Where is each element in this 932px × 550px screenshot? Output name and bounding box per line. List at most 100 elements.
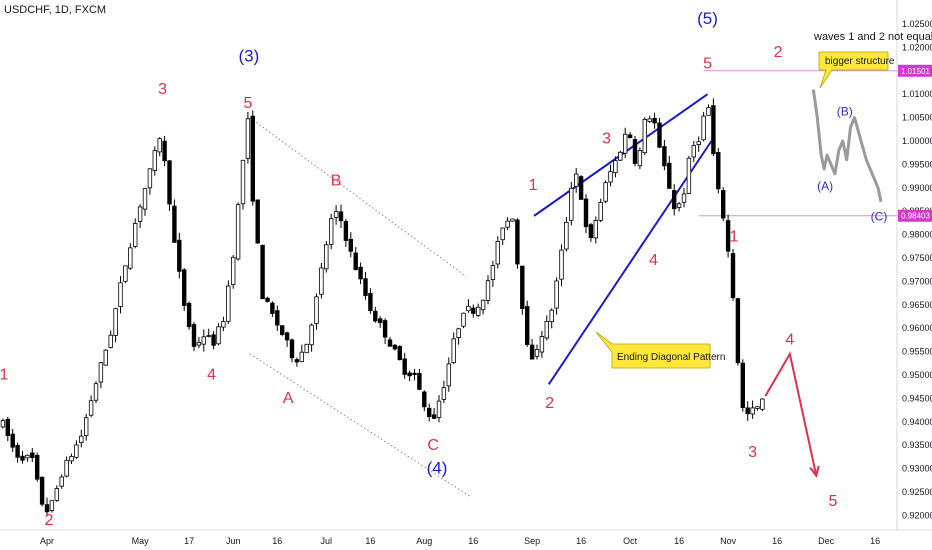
x-tick-label: Dec bbox=[818, 536, 835, 546]
wave-label: C bbox=[427, 437, 439, 454]
candle-body bbox=[382, 320, 388, 338]
candle-body bbox=[539, 336, 545, 353]
candle-body bbox=[216, 326, 221, 345]
y-tick-label: 0.93000 bbox=[902, 464, 932, 474]
candle-body bbox=[436, 400, 442, 418]
candle-body bbox=[319, 267, 324, 295]
candle-body bbox=[725, 220, 731, 252]
y-tick-label: 0.99500 bbox=[902, 159, 932, 169]
candle-body bbox=[64, 459, 69, 477]
wave-label: 5 bbox=[243, 95, 252, 112]
candle-body bbox=[407, 372, 412, 377]
wave-label: 3 bbox=[602, 130, 611, 147]
x-tick-label: May bbox=[132, 536, 150, 546]
candle-body bbox=[15, 445, 20, 458]
candle-body bbox=[128, 247, 133, 269]
candle-body bbox=[598, 201, 603, 221]
candle-body bbox=[260, 244, 265, 300]
candle-body bbox=[221, 321, 226, 328]
candle-body bbox=[480, 299, 486, 311]
x-tick-label: Apr bbox=[40, 536, 54, 546]
candle-body bbox=[333, 211, 339, 218]
y-tick-label: 0.93500 bbox=[902, 440, 932, 450]
candle-body bbox=[30, 452, 35, 459]
wave-label: 4 bbox=[785, 332, 794, 349]
candle-body bbox=[211, 334, 216, 346]
candle-body bbox=[618, 151, 623, 161]
x-tick-label: 16 bbox=[468, 536, 478, 546]
candle-body bbox=[529, 344, 535, 360]
candle-body bbox=[25, 454, 30, 459]
x-tick-label: Nov bbox=[720, 536, 737, 546]
candle-body bbox=[691, 145, 696, 158]
wave-label: (5) bbox=[697, 9, 718, 28]
candle-body bbox=[191, 324, 197, 347]
wave-label: 5 bbox=[829, 493, 838, 510]
y-tick-label: 0.96500 bbox=[902, 300, 932, 310]
candle-body bbox=[417, 373, 422, 390]
y-tick-label: 1.00000 bbox=[902, 136, 932, 146]
wave-label: 2 bbox=[45, 512, 54, 529]
wave-label: 3 bbox=[158, 81, 167, 98]
wave-label: 4 bbox=[207, 367, 216, 384]
candle-body bbox=[343, 221, 349, 241]
candle-body bbox=[230, 256, 236, 286]
candle-body bbox=[387, 339, 393, 347]
candle-body bbox=[583, 198, 589, 228]
candle-body bbox=[672, 190, 677, 210]
candle-body bbox=[564, 221, 569, 250]
candle-body bbox=[245, 118, 251, 159]
wave-label: (B) bbox=[837, 104, 853, 118]
wave-label: 1 bbox=[529, 177, 538, 194]
candle-body bbox=[377, 318, 383, 324]
candle-body bbox=[299, 351, 304, 363]
x-tick-label: Aug bbox=[416, 536, 432, 546]
candle-body bbox=[667, 162, 672, 189]
price-tag-label: 0.98403 bbox=[901, 212, 930, 221]
candle-body bbox=[172, 205, 177, 243]
candle-body bbox=[520, 265, 525, 309]
candle-body bbox=[93, 383, 99, 401]
ticker-label: USDCHF, 1D, FXCM bbox=[4, 4, 107, 16]
y-tick-label: 1.01000 bbox=[902, 89, 932, 99]
candle-body bbox=[201, 336, 206, 345]
x-tick-label: 16 bbox=[870, 536, 880, 546]
price-axis-panel bbox=[897, 0, 932, 550]
candle-body bbox=[451, 338, 456, 364]
bigger-structure-series bbox=[811, 89, 883, 203]
candle-body bbox=[250, 115, 255, 202]
candle-body bbox=[69, 455, 74, 462]
candle-body bbox=[314, 296, 319, 324]
candle-body bbox=[711, 105, 716, 155]
candle-body bbox=[735, 298, 741, 364]
candle-body bbox=[632, 139, 638, 164]
x-tick-label: 17 bbox=[184, 536, 194, 546]
wave-label: 2 bbox=[545, 395, 554, 412]
candle-body bbox=[324, 244, 329, 270]
price-tag-box bbox=[898, 64, 932, 77]
candle-body bbox=[578, 176, 584, 200]
candle-body bbox=[304, 343, 309, 354]
candle-body bbox=[186, 302, 192, 328]
candle-body bbox=[79, 435, 84, 444]
candle-body bbox=[637, 149, 643, 167]
wave-label: (3) bbox=[238, 46, 259, 65]
candle-body bbox=[696, 141, 701, 145]
candle-body bbox=[338, 211, 344, 222]
candle-body bbox=[461, 312, 466, 327]
candle-body bbox=[177, 239, 182, 272]
y-tick-label: 0.95000 bbox=[902, 370, 932, 380]
x-tick-label: Jul bbox=[321, 536, 333, 546]
y-tick-label: 1.02000 bbox=[902, 42, 932, 52]
candle-body bbox=[441, 387, 447, 400]
candle-body bbox=[147, 168, 153, 189]
candle-body bbox=[167, 160, 172, 205]
candle-body bbox=[113, 308, 118, 336]
candle-body bbox=[574, 173, 579, 187]
y-tick-label: 0.95500 bbox=[902, 347, 932, 357]
candle-body bbox=[534, 349, 540, 357]
candle-body bbox=[294, 359, 300, 363]
candle-body bbox=[657, 122, 662, 148]
candle-body bbox=[402, 358, 407, 375]
